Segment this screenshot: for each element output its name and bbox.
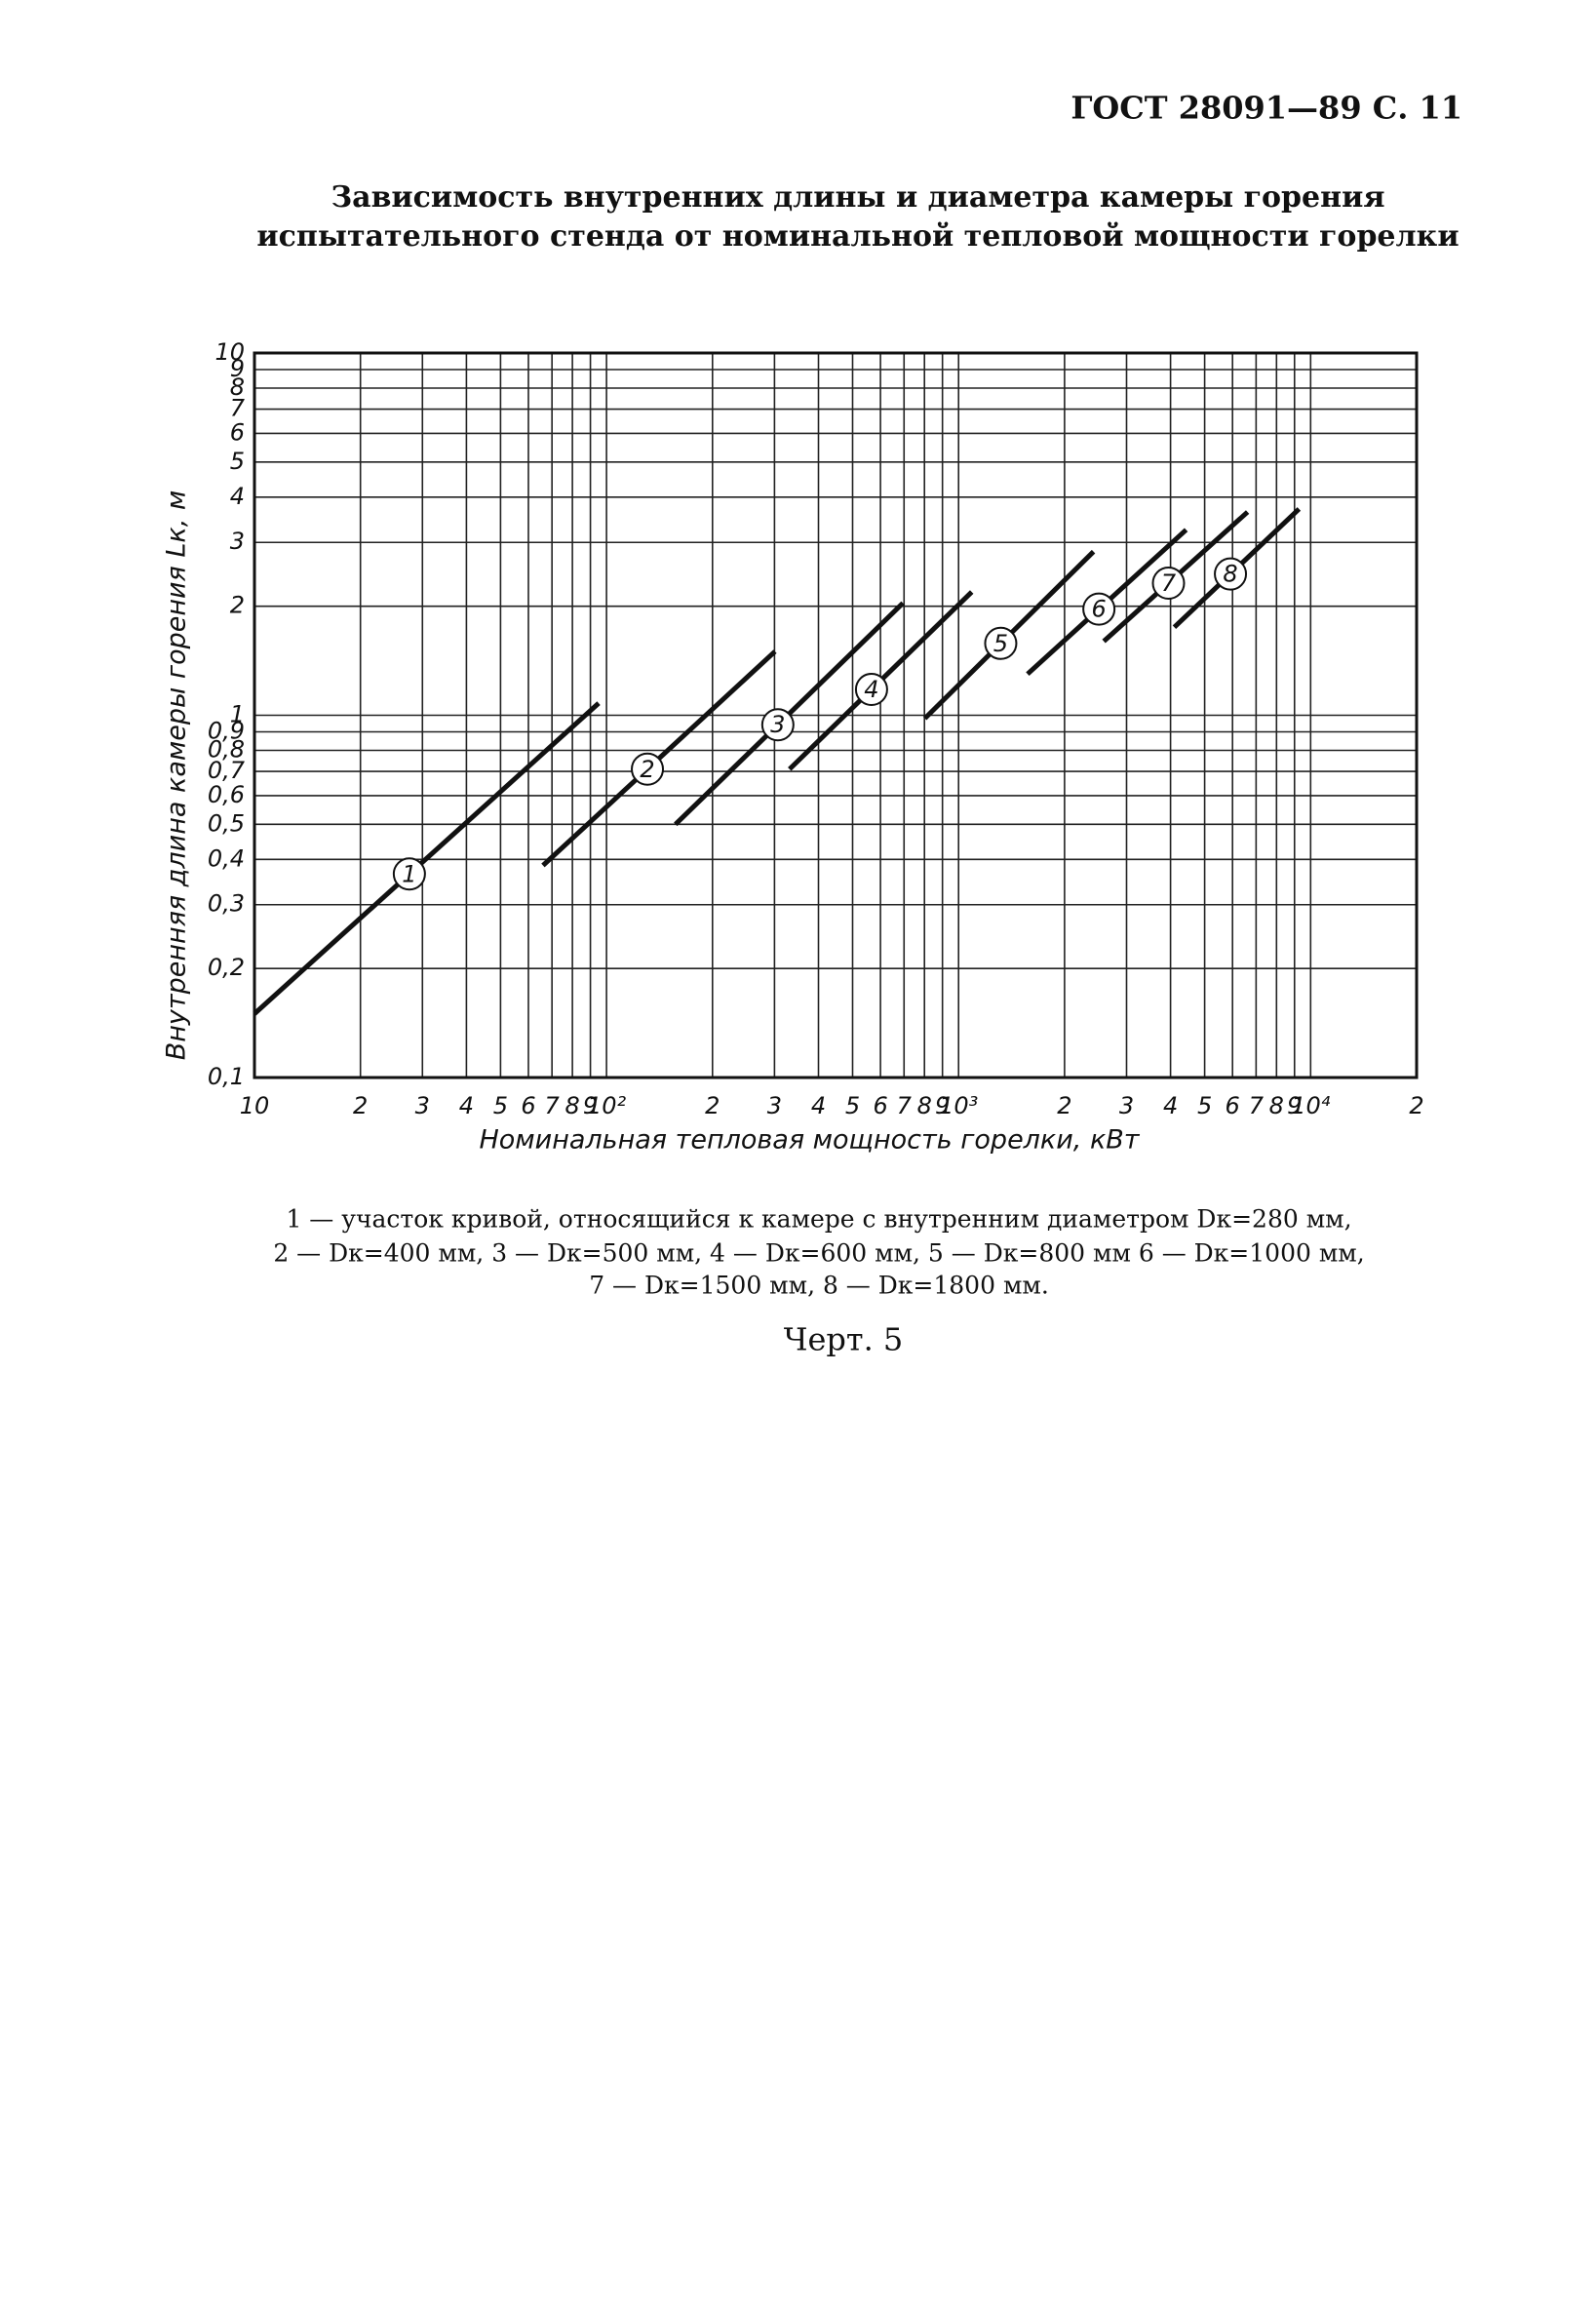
series-marker-circle [1214,557,1248,591]
x-tick-label: 8 [564,1092,579,1119]
y-tick-label: 0,1 [208,1063,245,1090]
series-label: 1 [402,860,416,887]
x-tick-label: 2 [705,1092,720,1119]
y-tick-label: 0,3 [208,890,245,918]
series-marker-circle [1082,592,1116,626]
y-tick-label: 1 [230,701,245,728]
x-tick-label: 9 [583,1092,598,1119]
chart-title: Зависимость внутренних длины и диаметра … [331,180,1385,215]
y-tick-label: 6 [230,418,245,446]
y-tick-label: 0,7 [208,757,246,784]
y-tick-label: 8 [230,373,245,401]
data-line [253,701,601,1016]
x-tick-label: 3 [415,1092,430,1119]
x-tick-label: 4 [1163,1092,1178,1119]
x-tick-label: 7 [545,1092,561,1119]
y-tick-label: 4 [230,483,245,510]
y-tick-label: 0,4 [208,844,245,872]
figure-label: Черт. 5 [784,1321,904,1358]
series-marker-circle [392,857,426,891]
series-label: 5 [993,630,1008,657]
x-tick-label: 9 [935,1092,950,1119]
y-axis-label: Внутренняя длина камеры горения Lк, м [162,490,192,1061]
y-tick-label: 10 [214,338,245,366]
y-tick-label: 5 [230,448,245,475]
y-tick-label: 2 [230,592,245,619]
series-marker-circle [984,626,1018,660]
series-marker-circle [760,708,795,742]
x-tick-label: 2 [1057,1092,1071,1119]
x-tick-label: 5 [493,1092,508,1119]
x-tick-label: 8 [917,1092,932,1119]
x-tick-label: 4 [459,1092,474,1119]
series-label: 6 [1092,596,1107,623]
series-marker-circle [854,672,888,706]
x-tick-label: 2 [1409,1092,1423,1119]
y-tick-label: 9 [230,355,245,382]
series-marker-circle [1151,566,1186,600]
series-label: 8 [1223,561,1237,588]
x-tick-label: 6 [521,1092,535,1119]
series-label: 4 [864,676,878,703]
y-tick-label: 0,2 [208,954,245,981]
x-tick-label: 10⁴ [1291,1092,1331,1119]
x-tick-label: 4 [811,1092,826,1119]
series-label: 2 [640,756,654,783]
caption-line: 1 — участок кривой, относящийся к камере… [286,1205,1351,1234]
x-tick-label: 7 [1249,1092,1265,1119]
page-header: ГОСТ 28091—89 С. 11 [1070,90,1462,127]
chart-title: испытательного стенда от номинальной теп… [256,219,1459,254]
x-tick-label: 10² [587,1092,627,1119]
series-label: 3 [770,711,785,738]
y-tick-label: 0,5 [208,809,245,837]
x-tick-label: 9 [1287,1092,1302,1119]
x-tick-label: 10 [240,1092,270,1119]
plot-frame [253,351,1419,1079]
caption-line: 7 — Dк=1500 мм, 8 — Dк=1800 мм. [589,1272,1049,1300]
x-tick-label: 3 [1119,1092,1134,1119]
x-tick-label: 5 [1197,1092,1212,1119]
x-tick-label: 7 [897,1092,913,1119]
y-tick-label: 0,8 [208,736,245,764]
x-tick-label: 3 [767,1092,782,1119]
x-tick-label: 6 [1226,1092,1240,1119]
caption-line: 2 — Dк=400 мм, 3 — Dк=500 мм, 4 — Dк=600… [273,1239,1364,1268]
x-tick-label: 10³ [939,1092,978,1119]
y-tick-label: 7 [230,395,246,422]
y-tick-label: 3 [230,528,245,555]
x-tick-label: 2 [353,1092,368,1119]
y-tick-label: 0,6 [208,781,245,808]
x-axis-label: Номинальная тепловая мощность горелки, к… [479,1125,1140,1156]
series-marker-circle [631,752,665,786]
x-tick-label: 5 [845,1092,860,1119]
x-tick-label: 8 [1269,1092,1284,1119]
y-tick-label: 0,9 [208,717,245,744]
series-label: 7 [1161,569,1177,597]
x-tick-label: 6 [873,1092,887,1119]
